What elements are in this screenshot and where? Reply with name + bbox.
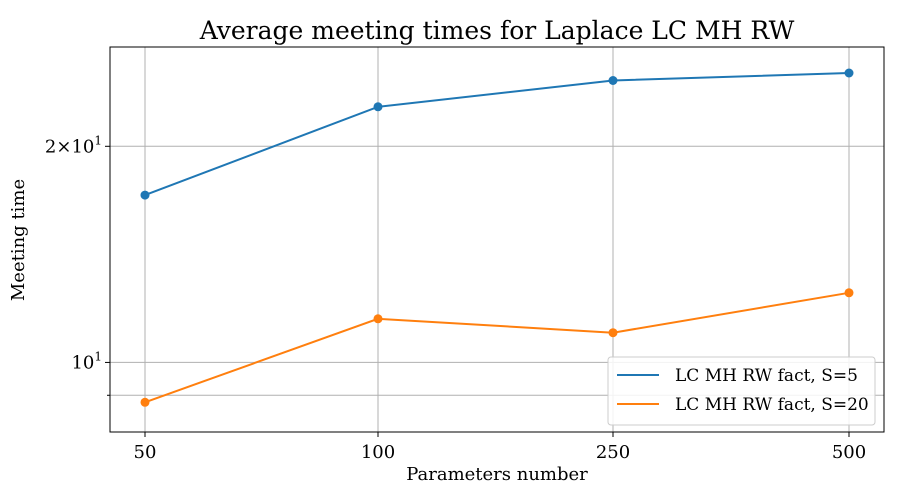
y-tick-label: 2×101: [45, 133, 102, 157]
data-point: [140, 397, 150, 407]
x-tick-label: 250: [596, 442, 630, 463]
x-tick-label: 50: [134, 442, 157, 463]
plot-frame: [109, 46, 885, 433]
data-point: [844, 68, 854, 78]
legend: LC MH RW fact, S=5 LC MH RW fact, S=20: [607, 356, 876, 426]
legend-box: [607, 356, 876, 426]
series-line-0: [144, 72, 850, 197]
x-axis-label: Parameters number: [406, 464, 588, 485]
x-tick-label: 100: [361, 442, 395, 463]
data-point: [140, 190, 150, 200]
legend-label-s20: LC MH RW fact, S=20: [675, 395, 869, 415]
legend-label-s5: LC MH RW fact, S=5: [675, 366, 858, 386]
data-point: [373, 102, 383, 112]
y-tick-label: 101: [71, 349, 102, 373]
data-point: [844, 288, 854, 298]
data-point: [608, 328, 618, 338]
x-tick-label: 500: [832, 442, 866, 463]
y-axis-label: Meeting time: [8, 179, 29, 301]
ticks-layer: 50 100 250 500 101 2×101: [45, 133, 866, 463]
data-point: [608, 76, 618, 85]
chart-title: Average meeting times for Laplace LC MH …: [199, 16, 795, 45]
series-line-1: [144, 291, 850, 404]
series-layer: [140, 68, 854, 407]
data-point: [373, 314, 383, 324]
